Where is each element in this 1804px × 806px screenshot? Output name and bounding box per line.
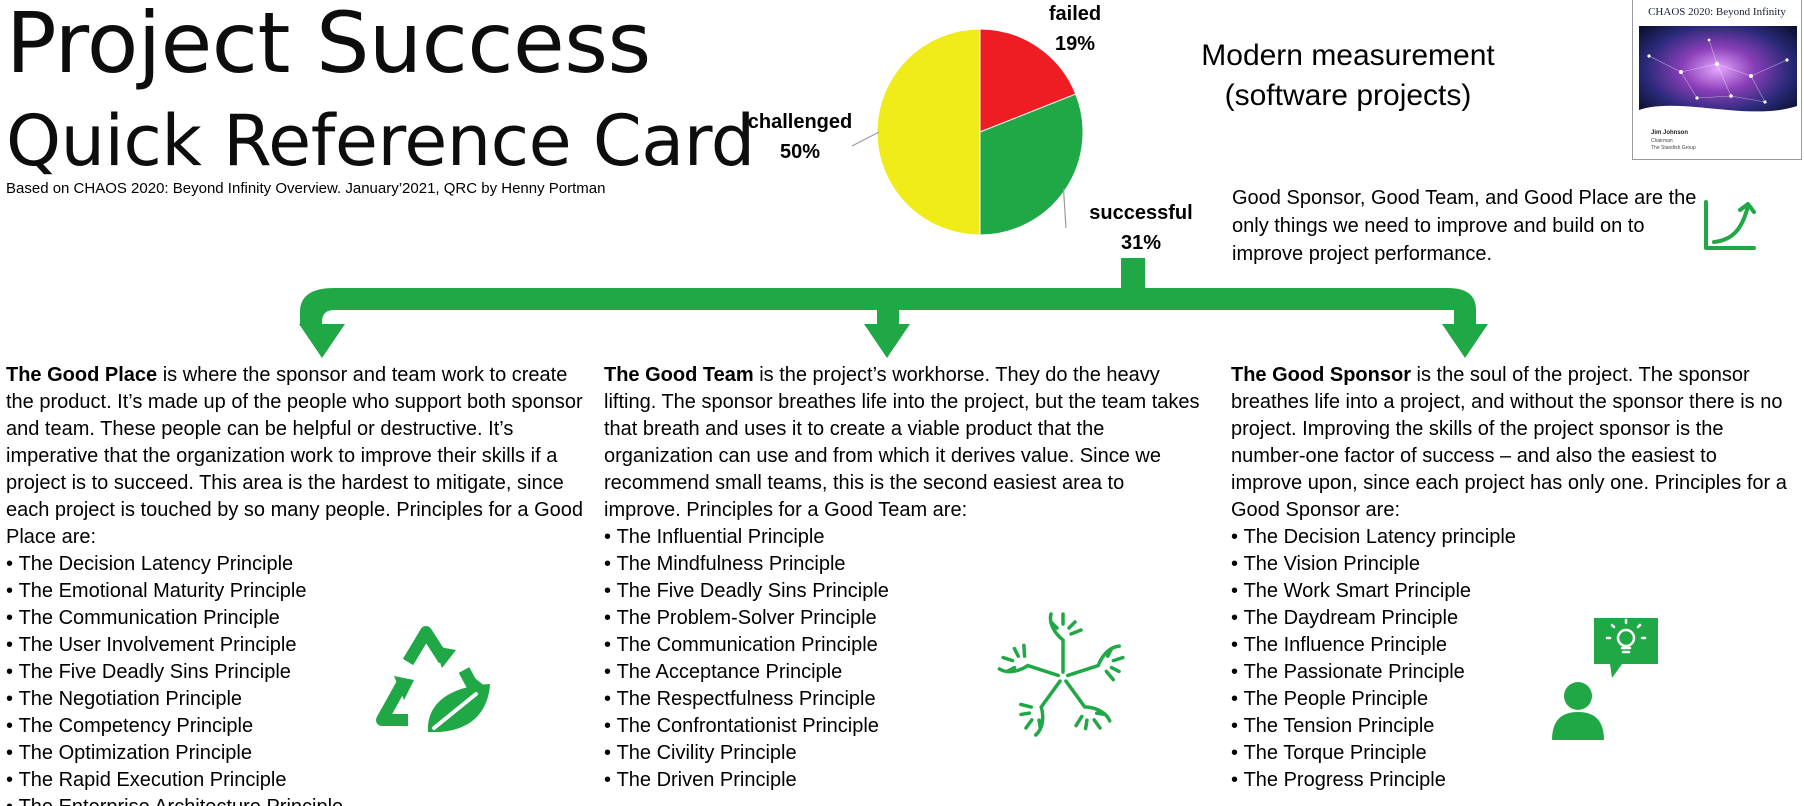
- arrow-head-right: [1442, 324, 1488, 358]
- page-subtitle: Quick Reference Card: [6, 100, 755, 182]
- page-title: Project Success: [6, 0, 651, 92]
- list-item: The Optimization Principle: [6, 740, 591, 767]
- list-item: The Confrontationist Principle: [604, 713, 1204, 740]
- arrow-head-left: [299, 324, 345, 358]
- arrow-middle-stem: [877, 288, 899, 326]
- list-item: The Torque Principle: [1231, 740, 1791, 767]
- pie-value-successful: 31%: [1121, 232, 1161, 254]
- book-cover-thumbnail: CHAOS 2020: Beyond Infinity: [1632, 0, 1802, 160]
- pie-label-successful: successful: [1089, 202, 1192, 224]
- good-sponsor-heading: The Good Sponsor: [1231, 364, 1411, 386]
- good-place-body: is where the sponsor and team work to cr…: [6, 364, 583, 548]
- list-item: The Emotional Maturity Principle: [6, 578, 591, 605]
- list-item: The Communication Principle: [604, 632, 1204, 659]
- book-cover-title: CHAOS 2020: Beyond Infinity: [1648, 6, 1786, 18]
- list-item: The Negotiation Principle: [6, 686, 591, 713]
- recycle-leaf-icon: [376, 626, 490, 733]
- pie-slice-failed: [979, 28, 1077, 133]
- list-item: The Decision Latency principle: [1231, 524, 1791, 551]
- list-item: The Tension Principle: [1231, 713, 1791, 740]
- project-outcome-pie-chart: failed 19% successful 31% challenged 50%: [748, 3, 1193, 254]
- list-item: The Influence Principle: [1231, 632, 1791, 659]
- list-item: The Enterprise Architecture Principle: [6, 794, 591, 806]
- good-sponsor-column: The Good Sponsor is the soul of the proj…: [1231, 362, 1791, 794]
- list-item: The User Involvement Principle: [6, 632, 591, 659]
- list-item: The Mindfulness Principle: [604, 551, 1204, 578]
- list-item: The Respectfulness Principle: [604, 686, 1204, 713]
- pie-leader-challenged: [851, 131, 880, 147]
- arrow-head-middle: [864, 324, 910, 358]
- pie-slice-successful: [979, 93, 1084, 236]
- pie-leader-successful: [1062, 188, 1067, 229]
- good-sponsor-body: is the soul of the project. The sponsor …: [1231, 364, 1787, 521]
- list-item: The Problem-Solver Principle: [604, 605, 1204, 632]
- list-item: The Acceptance Principle: [604, 659, 1204, 686]
- source-byline: Based on CHAOS 2020: Beyond Infinity Ove…: [6, 180, 606, 197]
- list-item: The Progress Principle: [1231, 767, 1791, 794]
- measurement-line-1: Modern measurement: [1201, 39, 1495, 72]
- pie-label-challenged: challenged: [748, 111, 852, 133]
- galaxy-network-image: [1639, 26, 1797, 122]
- good-team-heading: The Good Team: [604, 364, 754, 386]
- arrow-stem: [1121, 258, 1145, 290]
- list-item: The Rapid Execution Principle: [6, 767, 591, 794]
- list-item: The Decision Latency Principle: [6, 551, 591, 578]
- pie-slice-challenged: [876, 28, 981, 236]
- list-item: The People Principle: [1231, 686, 1791, 713]
- pie-value-challenged: 50%: [780, 141, 820, 163]
- list-item: The Vision Principle: [1231, 551, 1791, 578]
- good-sponsor-principles: The Decision Latency principle The Visio…: [1231, 524, 1791, 794]
- list-item: The Influential Principle: [604, 524, 1204, 551]
- good-place-principles: The Decision Latency Principle The Emoti…: [6, 551, 591, 806]
- list-item: The Competency Principle: [6, 713, 591, 740]
- book-cover-org: The Standish Group: [1651, 145, 1696, 151]
- list-item: The Passionate Principle: [1231, 659, 1791, 686]
- good-place-column: The Good Place is where the sponsor and …: [6, 362, 591, 806]
- list-item: The Daydream Principle: [1231, 605, 1791, 632]
- person-idea-icon: [1552, 618, 1658, 740]
- pie-label-failed: failed: [1049, 3, 1101, 25]
- growth-chart-icon: [1704, 200, 1756, 250]
- good-team-description: The Good Team is the project’s workhorse…: [604, 362, 1204, 524]
- list-item: The Five Deadly Sins Principle: [6, 659, 591, 686]
- book-cover-author: Jim Johnson: [1651, 130, 1689, 136]
- branch-arrows: [299, 258, 1488, 358]
- list-item: The Work Smart Principle: [1231, 578, 1791, 605]
- good-place-heading: The Good Place: [6, 364, 158, 386]
- measurement-caption: Modern measurement (software projects): [1168, 36, 1528, 116]
- good-team-principles: The Influential Principle The Mindfulnes…: [604, 524, 1204, 794]
- summary-text: Good Sponsor, Good Team, and Good Place …: [1232, 187, 1697, 265]
- measurement-line-2: (software projects): [1224, 79, 1472, 112]
- team-hands-icon: [997, 612, 1125, 737]
- list-item: The Communication Principle: [6, 605, 591, 632]
- list-item: The Civility Principle: [604, 740, 1204, 767]
- list-item: The Five Deadly Sins Principle: [604, 578, 1204, 605]
- good-sponsor-description: The Good Sponsor is the soul of the proj…: [1231, 362, 1791, 524]
- list-item: The Driven Principle: [604, 767, 1204, 794]
- good-place-description: The Good Place is where the sponsor and …: [6, 362, 591, 551]
- good-team-body: is the project’s workhorse. They do the …: [604, 364, 1200, 521]
- pie-value-failed: 19%: [1055, 33, 1095, 55]
- book-cover-role: Chairman: [1651, 138, 1673, 144]
- good-team-column: The Good Team is the project’s workhorse…: [604, 362, 1204, 794]
